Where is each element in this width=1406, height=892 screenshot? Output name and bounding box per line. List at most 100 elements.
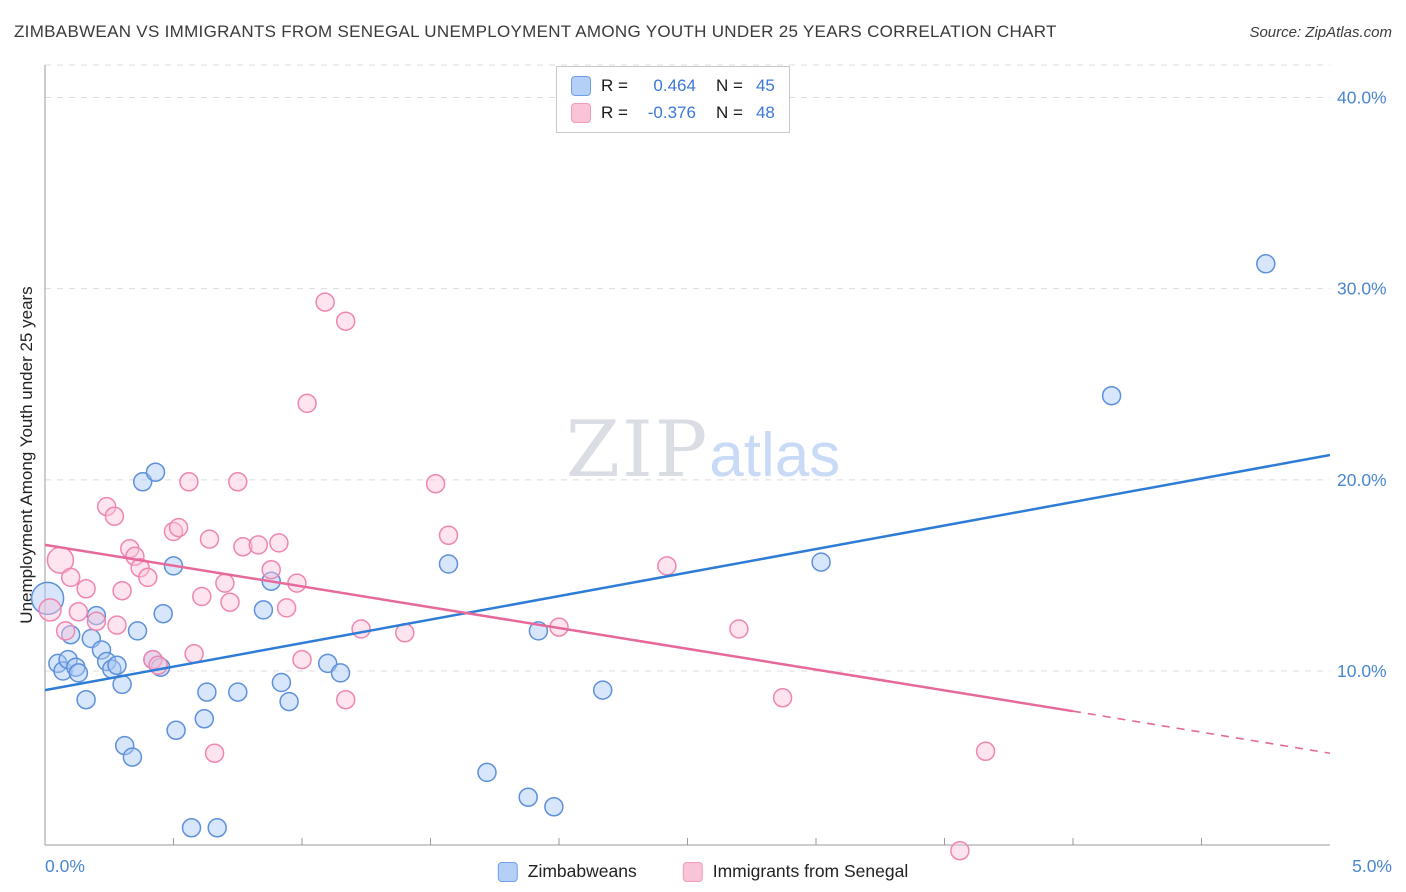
scatter-point (351, 619, 371, 639)
y-axis-tick-label: 40.0% (1337, 88, 1387, 108)
scatter-point (102, 659, 122, 679)
scatter-point (425, 473, 446, 494)
scatter-point (215, 573, 235, 593)
r-label: R = (601, 103, 628, 122)
scatter-point (66, 657, 86, 677)
scatter-point (220, 592, 240, 612)
scatter-point (330, 663, 351, 683)
scatter-point (395, 623, 415, 643)
scatter-point (192, 586, 212, 607)
legend-label: Immigrants from Senegal (712, 861, 909, 881)
scatter-point (197, 682, 217, 702)
scatter-point (199, 529, 220, 549)
stats-row-zimbabweans: R = 0.464 N = 45 (571, 76, 775, 96)
scatter-point (55, 621, 76, 641)
scatter-point (335, 311, 356, 331)
scatter-point (153, 603, 173, 624)
scatter-point (729, 619, 749, 639)
scatter-point (143, 649, 163, 670)
scatter-point (950, 840, 970, 861)
scatter-point (184, 644, 204, 664)
scatter-point (81, 628, 102, 649)
scatter-point (1256, 254, 1276, 274)
scatter-point (271, 672, 292, 693)
stats-row-senegal: R = -0.376 N = 48 (571, 103, 775, 123)
scatter-point (253, 600, 274, 620)
scatter-point (38, 598, 62, 622)
scatter-point (60, 567, 81, 588)
scatter-point (53, 661, 73, 681)
scatter-point (68, 663, 89, 683)
scatter-point (104, 506, 125, 526)
scatter-point (207, 818, 227, 838)
n-value: 45 (755, 76, 775, 95)
scatter-point (163, 556, 184, 576)
scatter-point (46, 546, 75, 574)
watermark-atlas: atlas (709, 421, 841, 490)
n-value: 48 (755, 103, 775, 122)
scatter-point (181, 818, 202, 838)
scatter-point (228, 472, 248, 492)
scatter-point (112, 580, 132, 601)
scatter-point (107, 655, 127, 676)
scatter-point (194, 709, 215, 729)
scatter-point (150, 657, 171, 677)
scatter-point (279, 691, 299, 712)
n-label: N = (715, 103, 743, 122)
scatter-point (60, 624, 81, 645)
scatter-point (58, 649, 78, 670)
scatter-point (772, 688, 793, 708)
scatter-point (48, 653, 68, 674)
y-axis-tick-label: 10.0% (1337, 661, 1387, 681)
scatter-point (163, 521, 184, 542)
scatter-point (76, 689, 96, 710)
scatter-point (125, 546, 145, 567)
scatter-point (122, 747, 143, 767)
scatter-point (166, 720, 186, 741)
scatter-point (297, 393, 317, 414)
y-axis-tick-label: 20.0% (1337, 470, 1387, 490)
scatter-point (132, 472, 153, 492)
scatter-point (96, 496, 117, 517)
trend-line (1072, 710, 1331, 755)
r-value: 0.464 (653, 76, 696, 95)
zimbabweans-swatch-icon (497, 861, 518, 882)
scatter-point (811, 552, 831, 572)
scatter-point (592, 680, 613, 700)
scatter-point (518, 787, 538, 807)
senegal-swatch-icon (571, 103, 591, 123)
r-value: -0.376 (647, 103, 696, 122)
scatter-point (148, 655, 168, 676)
senegal-swatch-icon (682, 861, 703, 882)
scatter-point (68, 602, 89, 622)
scatter-point (544, 797, 564, 817)
scatter-point (112, 674, 132, 695)
scatter-point (86, 611, 107, 632)
scatter-point (138, 567, 158, 588)
scatter-point (287, 573, 307, 593)
scatter-point (528, 621, 549, 641)
scatter-point (438, 554, 459, 574)
scatter-point (120, 538, 140, 559)
scatter-point (91, 640, 112, 660)
legend-item-senegal: Immigrants from Senegal (682, 861, 909, 882)
scatter-point (233, 537, 253, 557)
scatter-point (269, 533, 289, 553)
scatter-point (549, 617, 569, 637)
scatter-point (261, 559, 281, 580)
scatter-point (143, 649, 163, 670)
scatter-point (130, 558, 150, 578)
legend-label: Zimbabweans (527, 861, 637, 881)
scatter-point (114, 735, 135, 756)
scatter-point (657, 556, 677, 576)
watermark-zip: ZIP (565, 405, 710, 495)
r-label: R = (601, 76, 628, 95)
scatter-point (317, 653, 338, 674)
x-axis-tick-label: 0.0% (45, 856, 85, 876)
legend-item-zimbabweans: Zimbabweans (497, 861, 637, 882)
scatter-point (438, 525, 459, 546)
x-axis-tick-label: 5.0% (1352, 856, 1392, 876)
scatter-point (127, 621, 148, 641)
